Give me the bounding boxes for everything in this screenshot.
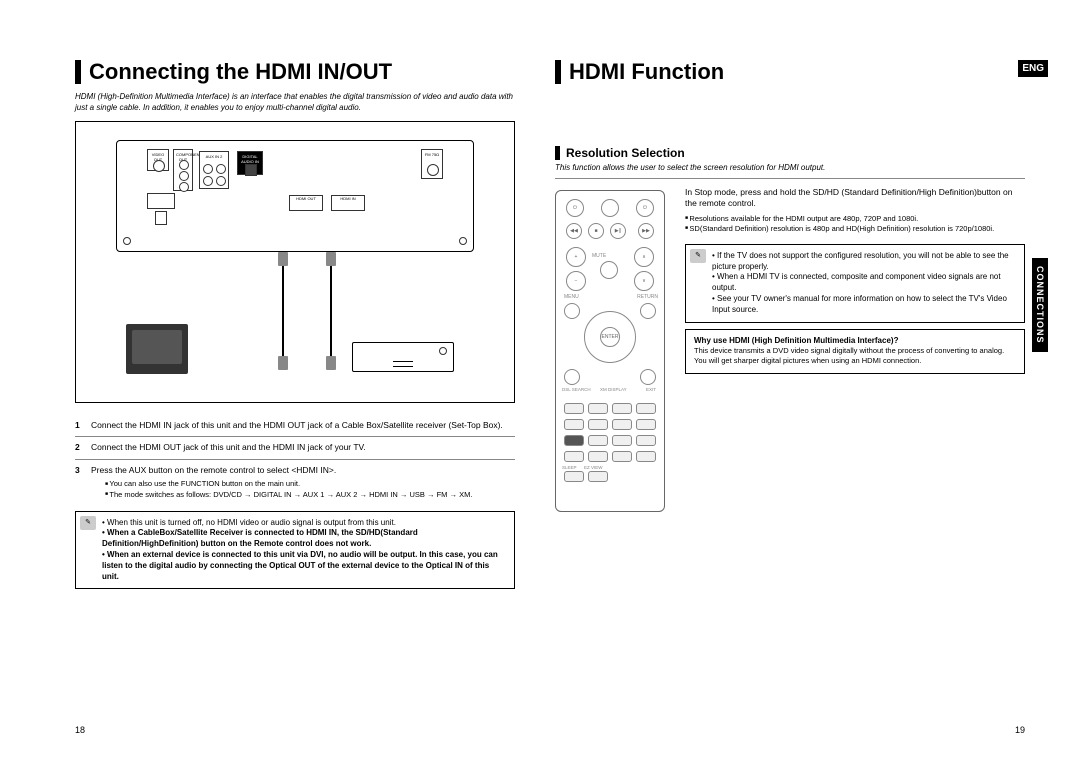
note-line: When a CableBox/Satellite Receiver is co…	[102, 528, 506, 550]
xm-wireless-port	[147, 193, 175, 209]
steps-list: 1Connect the HDMI IN jack of this unit a…	[75, 415, 515, 505]
step-3-subnotes: You can also use the FUNCTION button on …	[105, 479, 472, 499]
note-line: When an external device is connected to …	[102, 550, 506, 582]
component-out-port: COMPONENT OUT	[173, 149, 193, 191]
resolution-subheading: Resolution Selection	[555, 146, 1025, 160]
left-intro: HDMI (High-Definition Multimedia Interfa…	[75, 92, 515, 113]
note-icon: ✎	[690, 249, 706, 263]
section-tab: CONNECTIONS	[1032, 258, 1048, 352]
page-number-left: 18	[75, 725, 85, 735]
left-heading: Connecting the HDMI IN/OUT	[75, 60, 515, 84]
right-page: HDMI Function ENG CONNECTIONS Resolution…	[540, 0, 1080, 763]
step-1: 1Connect the HDMI IN jack of this unit a…	[75, 415, 515, 437]
tv-icon	[126, 324, 188, 374]
digital-audio-in-port: DIGITAL AUDIO IN	[237, 151, 263, 175]
hdmi-in-port: HDMI IN	[331, 195, 365, 211]
lead-instruction: In Stop mode, press and hold the SD/HD (…	[685, 187, 1025, 210]
step-3: 3 Press the AUX button on the remote con…	[75, 460, 515, 505]
right-heading: HDMI Function	[555, 60, 1025, 84]
right-note-2: Why use HDMI (High Definition Multimedia…	[685, 329, 1025, 374]
hdmi-cable-2	[324, 252, 338, 322]
hdmi-cable-1	[276, 252, 290, 322]
remote-control-diagram: ⏻ ⏻ ◀◀ ■ ▶|| ▶▶ + − ∧ ∨ MUTE MENU RETURN…	[555, 190, 665, 512]
right-body: In Stop mode, press and hold the SD/HD (…	[685, 187, 1025, 374]
misc-port	[155, 211, 167, 225]
step-2: 2Connect the HDMI OUT jack of this unit …	[75, 437, 515, 459]
right-intro: This function allows the user to select …	[555, 163, 1025, 178]
right-bullets: Resolutions available for the HDMI outpu…	[685, 214, 1025, 234]
left-page: Connecting the HDMI IN/OUT HDMI (High-De…	[0, 0, 540, 763]
aux-in-port: AUX IN 2	[199, 151, 229, 189]
note-icon: ✎	[80, 516, 96, 530]
device-rear-panel: VIDEO OUT COMPONENT OUT AUX IN 2 DIGITAL…	[116, 140, 474, 252]
hdmi-out-port: HDMI OUT	[289, 195, 323, 211]
video-out-port: VIDEO OUT	[147, 149, 169, 171]
note-line: When this unit is turned off, no HDMI vi…	[102, 518, 506, 529]
settop-box-icon	[352, 342, 454, 372]
fm-ant-port: FM 75Ω	[421, 149, 443, 179]
left-note-box: ✎ When this unit is turned off, no HDMI …	[75, 511, 515, 590]
page-number-right: 19	[1015, 725, 1025, 735]
connection-diagram: VIDEO OUT COMPONENT OUT AUX IN 2 DIGITAL…	[75, 121, 515, 403]
language-badge: ENG	[1018, 60, 1048, 77]
right-note-1: ✎ If the TV does not support the configu…	[685, 244, 1025, 323]
